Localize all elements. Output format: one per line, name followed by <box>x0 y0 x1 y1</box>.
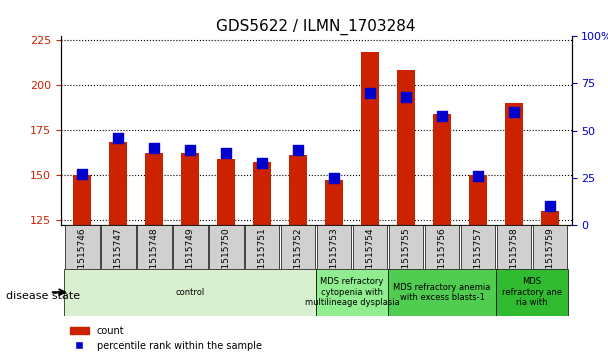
Point <box>257 160 267 166</box>
FancyBboxPatch shape <box>461 225 496 269</box>
FancyBboxPatch shape <box>65 225 100 269</box>
Text: GSM1515757: GSM1515757 <box>474 227 483 288</box>
Text: disease state: disease state <box>6 291 80 301</box>
Text: GSM1515747: GSM1515747 <box>114 227 123 288</box>
Point <box>221 150 231 156</box>
FancyBboxPatch shape <box>209 225 244 269</box>
Point <box>509 109 519 115</box>
FancyBboxPatch shape <box>533 225 567 269</box>
Bar <box>361 53 379 225</box>
Text: GSM1515746: GSM1515746 <box>78 227 87 288</box>
Text: GSM1515753: GSM1515753 <box>330 227 339 288</box>
Point <box>545 203 555 209</box>
Text: GSM1515756: GSM1515756 <box>438 227 446 288</box>
Bar <box>325 180 343 225</box>
Point <box>150 145 159 151</box>
Text: GSM1515758: GSM1515758 <box>510 227 519 288</box>
Bar <box>109 142 127 225</box>
Text: GSM1515752: GSM1515752 <box>294 227 303 288</box>
Bar <box>505 103 523 225</box>
Point <box>185 147 195 152</box>
Point <box>437 113 447 118</box>
Point <box>330 175 339 181</box>
Text: GSM1515748: GSM1515748 <box>150 227 159 288</box>
Text: GSM1515755: GSM1515755 <box>401 227 410 288</box>
Bar <box>397 70 415 225</box>
FancyBboxPatch shape <box>353 225 387 269</box>
Text: MDS refractory anemia
with excess blasts-1: MDS refractory anemia with excess blasts… <box>393 282 491 302</box>
FancyBboxPatch shape <box>497 225 531 269</box>
FancyBboxPatch shape <box>425 225 459 269</box>
FancyBboxPatch shape <box>64 269 316 316</box>
Text: GSM1515749: GSM1515749 <box>186 227 195 288</box>
Title: GDS5622 / ILMN_1703284: GDS5622 / ILMN_1703284 <box>216 19 416 35</box>
Text: MDS refractory
cytopenia with
multilineage dysplasia: MDS refractory cytopenia with multilinea… <box>305 277 399 307</box>
Bar <box>433 114 451 225</box>
Bar <box>217 159 235 225</box>
Bar <box>181 153 199 225</box>
FancyBboxPatch shape <box>101 225 136 269</box>
Point <box>293 147 303 152</box>
Text: GSM1515759: GSM1515759 <box>545 227 554 288</box>
FancyBboxPatch shape <box>317 225 351 269</box>
Bar <box>541 211 559 225</box>
Bar <box>145 153 164 225</box>
Point <box>77 171 87 177</box>
Text: GSM1515751: GSM1515751 <box>258 227 267 288</box>
Bar <box>469 175 487 225</box>
Text: GSM1515754: GSM1515754 <box>365 227 375 288</box>
Legend: count, percentile rank within the sample: count, percentile rank within the sample <box>66 322 266 355</box>
FancyBboxPatch shape <box>281 225 316 269</box>
FancyBboxPatch shape <box>388 269 496 316</box>
Point <box>365 90 375 96</box>
FancyBboxPatch shape <box>389 225 423 269</box>
FancyBboxPatch shape <box>316 269 388 316</box>
Bar <box>74 175 91 225</box>
Bar <box>253 162 271 225</box>
FancyBboxPatch shape <box>173 225 207 269</box>
Text: MDS
refractory ane
ria with: MDS refractory ane ria with <box>502 277 562 307</box>
FancyBboxPatch shape <box>496 269 568 316</box>
FancyBboxPatch shape <box>245 225 280 269</box>
Point <box>114 135 123 141</box>
FancyBboxPatch shape <box>137 225 171 269</box>
Text: control: control <box>176 288 205 297</box>
Text: GSM1515750: GSM1515750 <box>222 227 231 288</box>
Bar <box>289 155 307 225</box>
Point <box>473 173 483 179</box>
Point <box>401 94 411 99</box>
